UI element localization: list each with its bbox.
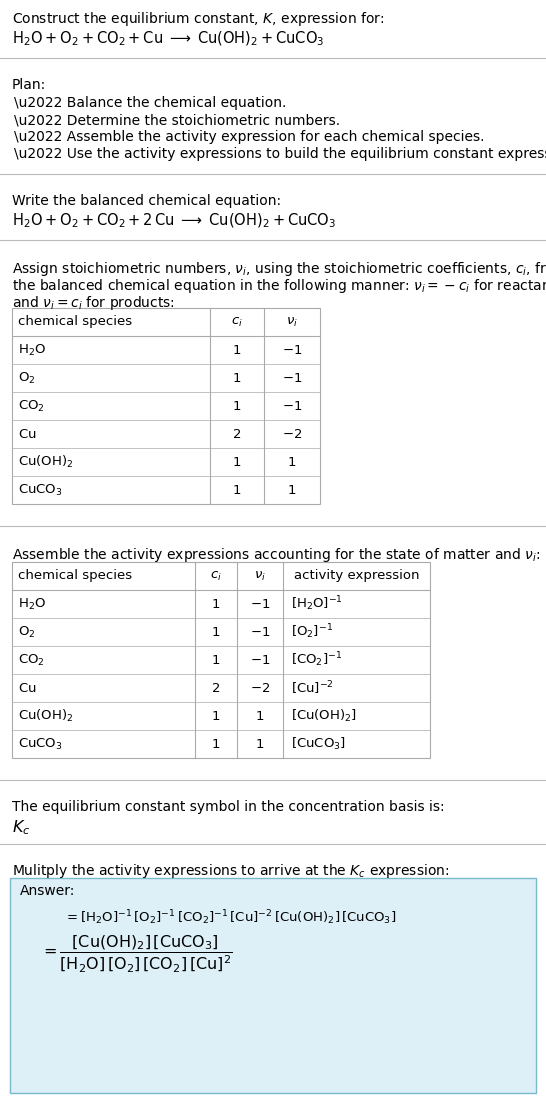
- Text: $1$: $1$: [287, 455, 296, 468]
- Text: 1: 1: [212, 625, 220, 639]
- Text: \u2022 Balance the chemical equation.: \u2022 Balance the chemical equation.: [14, 96, 286, 110]
- Text: $\mathrm{Cu}$: $\mathrm{Cu}$: [18, 428, 37, 441]
- Text: 1: 1: [212, 598, 220, 611]
- Text: $[\mathrm{H_2O}]^{-1}$: $[\mathrm{H_2O}]^{-1}$: [291, 595, 343, 613]
- Text: $-1$: $-1$: [250, 654, 270, 666]
- Text: $1$: $1$: [256, 710, 265, 722]
- Text: $\mathrm{H_2O + O_2 + CO_2 + Cu \;\longrightarrow\; Cu(OH)_2 + CuCO_3}$: $\mathrm{H_2O + O_2 + CO_2 + Cu \;\longr…: [12, 30, 324, 48]
- Text: $\nu_i$: $\nu_i$: [286, 315, 298, 329]
- Text: $= \dfrac{[\mathrm{Cu(OH)_2}]\,[\mathrm{CuCO_3}]}{[\mathrm{H_2O}]\,[\mathrm{O_2}: $= \dfrac{[\mathrm{Cu(OH)_2}]\,[\mathrm{…: [40, 934, 233, 975]
- Text: 1: 1: [212, 654, 220, 666]
- Text: $1$: $1$: [287, 484, 296, 497]
- Text: 1: 1: [233, 344, 241, 356]
- Bar: [10, 878, 536, 1094]
- Text: $\mathrm{O_2}$: $\mathrm{O_2}$: [18, 370, 35, 386]
- Text: $[\mathrm{CuCO_3}]$: $[\mathrm{CuCO_3}]$: [291, 736, 346, 752]
- Text: $\nu_i$: $\nu_i$: [254, 569, 266, 582]
- Text: $\mathrm{CO_2}$: $\mathrm{CO_2}$: [18, 399, 45, 413]
- Text: 1: 1: [212, 710, 220, 722]
- Text: $[\mathrm{CO_2}]^{-1}$: $[\mathrm{CO_2}]^{-1}$: [291, 651, 342, 669]
- Text: $K_c$: $K_c$: [12, 818, 31, 836]
- Text: $-1$: $-1$: [250, 598, 270, 611]
- Text: $c_i$: $c_i$: [210, 569, 222, 582]
- Text: 1: 1: [212, 737, 220, 751]
- Text: $\mathrm{H_2O}$: $\mathrm{H_2O}$: [18, 343, 46, 357]
- Text: 1: 1: [233, 371, 241, 385]
- Text: $-2$: $-2$: [282, 428, 302, 441]
- Text: Answer:: Answer:: [20, 884, 75, 898]
- Text: $-2$: $-2$: [250, 681, 270, 695]
- Text: The equilibrium constant symbol in the concentration basis is:: The equilibrium constant symbol in the c…: [12, 800, 444, 814]
- Text: 2: 2: [212, 681, 220, 695]
- Text: $\mathrm{H_2O}$: $\mathrm{H_2O}$: [18, 597, 46, 611]
- Text: $\mathrm{CO_2}$: $\mathrm{CO_2}$: [18, 653, 45, 667]
- Text: $[\mathrm{O_2}]^{-1}$: $[\mathrm{O_2}]^{-1}$: [291, 623, 333, 642]
- Text: $-1$: $-1$: [282, 400, 302, 412]
- Text: Construct the equilibrium constant, $K$, expression for:: Construct the equilibrium constant, $K$,…: [12, 10, 384, 27]
- Text: Plan:: Plan:: [12, 78, 46, 92]
- Text: $[\mathrm{Cu(OH)_2}]$: $[\mathrm{Cu(OH)_2}]$: [291, 708, 357, 724]
- Text: \u2022 Assemble the activity expression for each chemical species.: \u2022 Assemble the activity expression …: [14, 130, 484, 144]
- Text: 1: 1: [233, 484, 241, 497]
- Text: $c_i$: $c_i$: [231, 315, 243, 329]
- Text: $-1$: $-1$: [282, 371, 302, 385]
- Text: activity expression: activity expression: [294, 569, 419, 582]
- Text: $\mathrm{H_2O + O_2 + CO_2 + 2\, Cu \;\longrightarrow\; Cu(OH)_2 + CuCO_3}$: $\mathrm{H_2O + O_2 + CO_2 + 2\, Cu \;\l…: [12, 212, 336, 231]
- Text: chemical species: chemical species: [18, 315, 132, 329]
- Text: Assemble the activity expressions accounting for the state of matter and $\nu_i$: Assemble the activity expressions accoun…: [12, 546, 541, 564]
- Text: $-1$: $-1$: [282, 344, 302, 356]
- Text: $= [\mathrm{H_2O}]^{-1}\,[\mathrm{O_2}]^{-1}\,[\mathrm{CO_2}]^{-1}\,[\mathrm{Cu}: $= [\mathrm{H_2O}]^{-1}\,[\mathrm{O_2}]^…: [64, 908, 396, 926]
- Text: $-1$: $-1$: [250, 625, 270, 639]
- Text: 2: 2: [233, 428, 241, 441]
- Bar: [12, 308, 320, 504]
- Text: \u2022 Determine the stoichiometric numbers.: \u2022 Determine the stoichiometric numb…: [14, 113, 340, 127]
- Text: Mulitply the activity expressions to arrive at the $K_c$ expression:: Mulitply the activity expressions to arr…: [12, 862, 449, 880]
- Text: $\mathrm{Cu(OH)_2}$: $\mathrm{Cu(OH)_2}$: [18, 454, 73, 470]
- Text: $[\mathrm{Cu}]^{-2}$: $[\mathrm{Cu}]^{-2}$: [291, 679, 334, 697]
- Text: and $\nu_i = c_i$ for products:: and $\nu_i = c_i$ for products:: [12, 295, 175, 312]
- Bar: [12, 562, 430, 758]
- Text: Write the balanced chemical equation:: Write the balanced chemical equation:: [12, 195, 281, 208]
- Text: the balanced chemical equation in the following manner: $\nu_i = -c_i$ for react: the balanced chemical equation in the fo…: [12, 277, 546, 295]
- Text: Assign stoichiometric numbers, $\nu_i$, using the stoichiometric coefficients, $: Assign stoichiometric numbers, $\nu_i$, …: [12, 260, 546, 278]
- Text: chemical species: chemical species: [18, 569, 132, 582]
- Text: $\mathrm{CuCO_3}$: $\mathrm{CuCO_3}$: [18, 736, 63, 752]
- Text: \u2022 Use the activity expressions to build the equilibrium constant expression: \u2022 Use the activity expressions to b…: [14, 147, 546, 160]
- Text: $1$: $1$: [256, 737, 265, 751]
- Text: $\mathrm{CuCO_3}$: $\mathrm{CuCO_3}$: [18, 482, 63, 498]
- Text: $\mathrm{O_2}$: $\mathrm{O_2}$: [18, 624, 35, 640]
- Text: $\mathrm{Cu(OH)_2}$: $\mathrm{Cu(OH)_2}$: [18, 708, 73, 724]
- Text: 1: 1: [233, 400, 241, 412]
- Text: $\mathrm{Cu}$: $\mathrm{Cu}$: [18, 681, 37, 695]
- Text: 1: 1: [233, 455, 241, 468]
